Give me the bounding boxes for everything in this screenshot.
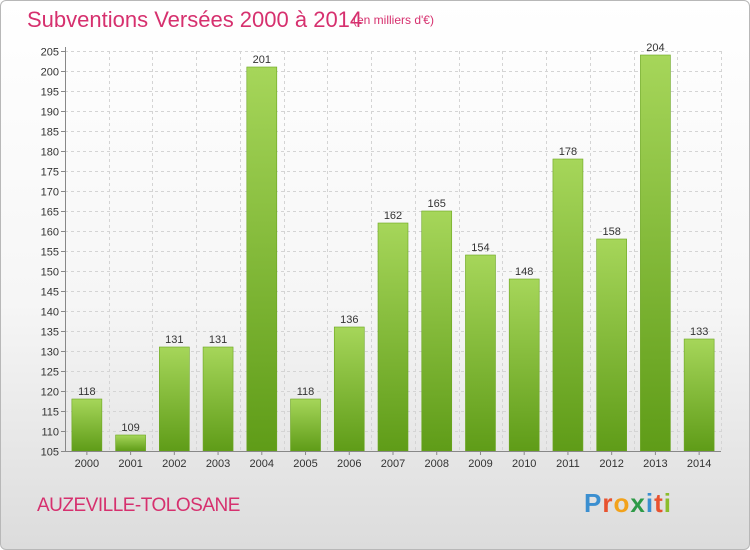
data-label: 204 xyxy=(646,42,664,54)
bar xyxy=(683,338,715,452)
x-tick-label: 2006 xyxy=(337,458,361,470)
y-tick-label: 115 xyxy=(41,407,59,419)
data-label: 131 xyxy=(165,334,183,346)
logo-letter: x xyxy=(630,488,646,518)
bar xyxy=(377,222,409,452)
y-tick-label: 200 xyxy=(41,67,59,79)
y-tick-label: 110 xyxy=(41,427,59,439)
bar xyxy=(640,54,671,452)
data-label: 118 xyxy=(78,386,96,398)
bar xyxy=(159,346,190,452)
x-tick-label: 2013 xyxy=(643,458,667,470)
x-tick-label: 2000 xyxy=(75,458,99,470)
data-label: 118 xyxy=(297,386,315,398)
y-tick-label: 205 xyxy=(41,47,59,59)
data-label: 133 xyxy=(690,326,708,338)
bar xyxy=(290,398,321,452)
data-label: 162 xyxy=(384,210,402,222)
y-tick-label: 160 xyxy=(41,227,59,239)
data-label: 131 xyxy=(209,334,227,346)
data-label: 109 xyxy=(121,422,139,434)
x-tick-label: 2001 xyxy=(118,458,142,470)
logo-letter: i xyxy=(663,488,672,518)
commune-name: AUZEVILLE-TOLOSANE xyxy=(37,495,240,516)
y-tick-label: 150 xyxy=(41,267,59,279)
x-tick-label: 2002 xyxy=(162,458,186,470)
x-tick-label: 2012 xyxy=(599,458,623,470)
data-label: 148 xyxy=(515,266,533,278)
bar xyxy=(115,434,146,452)
data-label: 136 xyxy=(340,314,358,326)
bar xyxy=(71,398,103,452)
bar xyxy=(508,278,540,452)
y-axis: 105 110 115 120 125 130 135 140 145 150 155 160 165 1… xyxy=(41,47,66,459)
x-tick-label: 2003 xyxy=(206,458,230,470)
y-tick-label: 130 xyxy=(41,347,59,359)
data-label: 165 xyxy=(428,198,446,210)
proxiti-logo[interactable]: Proxiti xyxy=(584,488,672,519)
y-tick-label: 175 xyxy=(41,167,59,179)
chart-title: Subventions Versées 2000 à 2014 xyxy=(27,7,363,32)
x-tick-label: 2008 xyxy=(424,458,448,470)
data-label: 178 xyxy=(559,146,577,158)
x-tick-label: 2014 xyxy=(687,458,711,470)
bars: 118 109 131 131 201 118 136 162 165 154 148 178 158 2… xyxy=(71,42,715,452)
y-tick-label: 190 xyxy=(41,107,59,119)
bar xyxy=(421,210,453,452)
y-tick-label: 140 xyxy=(41,307,59,319)
chart-unit: (en milliers d'€) xyxy=(353,13,434,27)
x-tick-label: 2011 xyxy=(556,458,580,470)
y-tick-label: 195 xyxy=(41,87,59,99)
y-tick-label: 120 xyxy=(41,387,59,399)
y-tick-label: 180 xyxy=(41,147,59,159)
bar xyxy=(552,158,584,452)
y-tick-label: 185 xyxy=(41,127,59,139)
bar xyxy=(465,254,496,452)
x-tick-label: 2009 xyxy=(468,458,492,470)
bar xyxy=(246,66,278,452)
y-tick-label: 170 xyxy=(41,187,59,199)
y-tick-label: 155 xyxy=(41,247,59,259)
logo-letter: t xyxy=(654,488,664,518)
data-label: 154 xyxy=(471,242,489,254)
logo-letter: r xyxy=(602,488,614,518)
x-tick-label: 2010 xyxy=(512,458,536,470)
logo-letter: P xyxy=(584,488,603,518)
x-axis: 2000 2001 2002 2003 2004 2005 2006 2007 2008 2009… xyxy=(65,451,721,470)
logo-letter: i xyxy=(645,488,655,518)
bar xyxy=(596,238,627,452)
y-tick-label: 165 xyxy=(41,207,59,219)
y-tick-label: 145 xyxy=(41,287,59,299)
x-tick-label: 2005 xyxy=(293,458,317,470)
bar xyxy=(333,326,365,452)
y-tick-label: 135 xyxy=(41,327,59,339)
x-tick-label: 2004 xyxy=(250,458,274,470)
logo-letter: o xyxy=(613,488,631,518)
data-label: 201 xyxy=(253,54,271,66)
bar xyxy=(202,346,234,452)
data-label: 158 xyxy=(602,226,620,238)
y-tick-label: 125 xyxy=(41,367,59,379)
x-tick-label: 2007 xyxy=(381,458,405,470)
y-tick-label: 105 xyxy=(41,447,59,459)
